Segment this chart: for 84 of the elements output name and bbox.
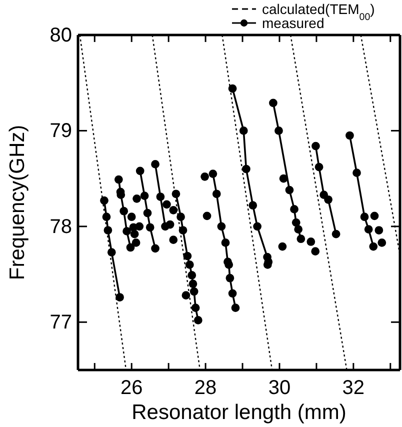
point bbox=[200, 172, 209, 181]
point bbox=[352, 168, 361, 178]
point bbox=[364, 225, 373, 234]
point bbox=[278, 242, 287, 251]
point bbox=[269, 98, 278, 108]
point bbox=[378, 238, 386, 247]
point bbox=[132, 238, 140, 247]
point bbox=[311, 247, 320, 256]
point bbox=[346, 131, 354, 140]
point bbox=[285, 186, 294, 194]
point bbox=[127, 212, 136, 222]
point bbox=[306, 238, 316, 246]
point bbox=[324, 195, 332, 204]
point bbox=[279, 174, 288, 183]
point bbox=[221, 238, 230, 247]
x-tick-label: 32 bbox=[342, 377, 365, 400]
point bbox=[294, 225, 303, 234]
point bbox=[217, 222, 226, 231]
point bbox=[176, 212, 185, 222]
point bbox=[231, 304, 240, 312]
point bbox=[169, 236, 178, 244]
point bbox=[166, 220, 174, 229]
point bbox=[182, 291, 190, 300]
y-axis-title: Frequency(GHz) bbox=[6, 124, 29, 280]
point bbox=[188, 280, 198, 288]
point bbox=[191, 304, 200, 312]
point bbox=[116, 293, 124, 302]
point bbox=[169, 206, 178, 214]
point bbox=[314, 162, 324, 172]
point bbox=[224, 260, 234, 269]
point bbox=[360, 212, 369, 222]
x-tick-label: 30 bbox=[268, 377, 291, 400]
point bbox=[135, 222, 144, 231]
point bbox=[332, 230, 340, 238]
point bbox=[178, 226, 188, 234]
point bbox=[202, 212, 212, 220]
point bbox=[370, 212, 379, 220]
point bbox=[130, 230, 139, 238]
point bbox=[228, 289, 237, 298]
point bbox=[190, 287, 198, 296]
point bbox=[151, 244, 160, 253]
point bbox=[122, 227, 131, 236]
point bbox=[185, 260, 194, 269]
y-tick-label: 78 bbox=[50, 216, 72, 238]
point bbox=[274, 126, 283, 135]
x-tick-label: 26 bbox=[120, 377, 143, 400]
point bbox=[114, 175, 123, 184]
point bbox=[194, 316, 202, 324]
x-tick-label: 28 bbox=[194, 377, 217, 400]
point bbox=[136, 166, 144, 176]
point bbox=[120, 206, 128, 216]
point bbox=[132, 194, 141, 203]
y-tick-label: 80 bbox=[50, 24, 72, 46]
point bbox=[162, 200, 171, 209]
point bbox=[296, 234, 306, 244]
y-tick-label: 79 bbox=[50, 120, 72, 142]
point bbox=[102, 212, 111, 222]
point bbox=[104, 226, 112, 234]
point bbox=[290, 205, 298, 214]
point bbox=[188, 271, 196, 280]
point bbox=[239, 126, 248, 135]
point bbox=[100, 196, 108, 205]
point bbox=[292, 218, 300, 227]
point bbox=[126, 243, 135, 252]
point bbox=[146, 223, 154, 232]
point bbox=[151, 160, 160, 168]
point bbox=[374, 226, 384, 234]
point bbox=[212, 190, 221, 198]
point bbox=[253, 222, 262, 231]
y-tick-label: 77 bbox=[50, 312, 72, 334]
point bbox=[369, 242, 378, 251]
point bbox=[226, 274, 234, 282]
point bbox=[312, 142, 320, 150]
point bbox=[107, 248, 116, 256]
point bbox=[143, 208, 152, 218]
point bbox=[228, 84, 237, 93]
point bbox=[183, 252, 192, 260]
point bbox=[248, 201, 258, 210]
point bbox=[208, 170, 218, 178]
x-axis-title: Resonator length (mm) bbox=[132, 401, 346, 424]
point bbox=[242, 164, 250, 174]
point bbox=[156, 192, 165, 201]
point bbox=[140, 192, 149, 200]
point bbox=[172, 190, 180, 198]
